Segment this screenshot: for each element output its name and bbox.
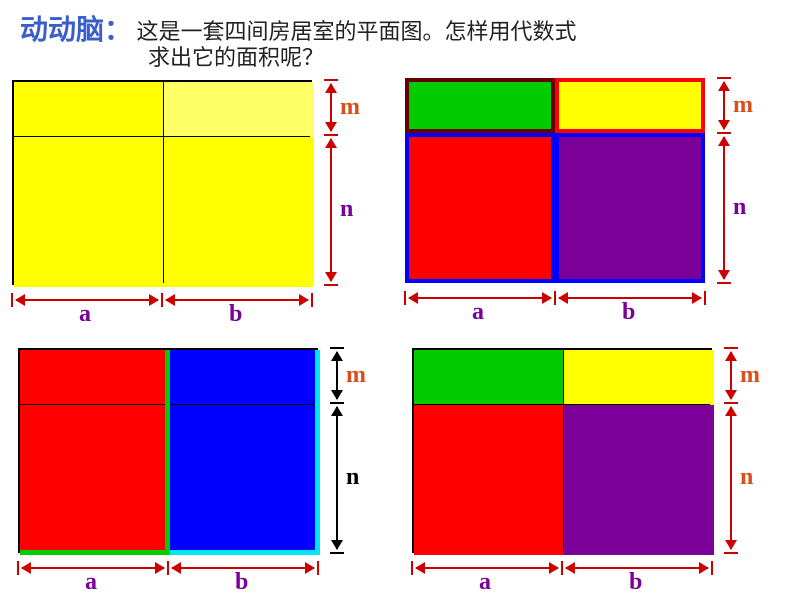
dimension-tick: [161, 293, 163, 307]
panel-top-left: a b m n: [12, 80, 382, 325]
dimension-tick: [717, 77, 731, 79]
label-m: m: [733, 92, 753, 119]
cell-1: [164, 82, 314, 137]
panel-top-right: a b m n: [405, 78, 775, 323]
label-n: n: [733, 194, 746, 221]
title-body-2: 求出它的面积呢？: [148, 40, 324, 72]
label-a: a: [479, 569, 491, 596]
dimension-tick: [317, 561, 319, 575]
room-grid: [12, 80, 312, 285]
panel-bottom-left: a b m n: [18, 348, 388, 593]
dimension-tick: [411, 561, 413, 575]
room-grid: [405, 78, 705, 283]
room-grid: [18, 348, 318, 553]
label-b: b: [235, 569, 248, 596]
label-a: a: [472, 299, 484, 326]
dimension-tick: [554, 291, 556, 305]
dimension-tick: [404, 291, 406, 305]
dimension-arrow-v: [723, 137, 725, 279]
dimension-tick: [167, 561, 169, 575]
dimension-arrow-v: [336, 352, 338, 399]
dimension-tick: [711, 561, 713, 575]
dimension-tick: [330, 347, 344, 349]
label-m: m: [740, 362, 760, 389]
dimension-tick: [724, 552, 738, 554]
dimension-arrow-v: [730, 407, 732, 549]
label-b: b: [229, 301, 242, 328]
cell-3: [564, 405, 714, 555]
dimension-arrow-v: [336, 407, 338, 549]
dimension-tick: [724, 347, 738, 349]
dimension-arrow-v: [723, 82, 725, 129]
dimension-tick: [330, 402, 344, 404]
cell-2: [414, 405, 564, 555]
label-n: n: [340, 196, 353, 223]
dimension-arrow-v: [730, 352, 732, 399]
label-n: n: [346, 464, 359, 491]
label-m: m: [346, 362, 366, 389]
dimension-tick: [17, 561, 19, 575]
dimension-tick: [324, 79, 338, 81]
cell-2: [14, 137, 164, 287]
label-b: b: [622, 299, 635, 326]
label-m: m: [340, 94, 360, 121]
dimension-tick: [11, 293, 13, 307]
cell-1: [564, 350, 714, 405]
cell-0: [14, 82, 164, 137]
room-grid: [412, 348, 712, 553]
title-lead: 动动脑: [20, 14, 104, 45]
panel-bottom-right: a b m n: [412, 348, 782, 593]
label-n: n: [740, 464, 753, 491]
dimension-arrow-v: [330, 84, 332, 131]
dimension-tick: [330, 552, 344, 554]
title: 动动脑： 这是一套四间房居室的平面图。怎样用代数式: [20, 8, 774, 48]
dimension-tick: [724, 402, 738, 404]
dimension-tick: [324, 284, 338, 286]
cell-0: [414, 350, 564, 405]
dimension-tick: [717, 132, 731, 134]
dimension-tick: [717, 282, 731, 284]
label-a: a: [79, 301, 91, 328]
dimension-tick: [324, 134, 338, 136]
cell-3: [164, 137, 314, 287]
dimension-tick: [561, 561, 563, 575]
dimension-tick: [704, 291, 706, 305]
dimension-arrow-v: [330, 139, 332, 281]
dimension-tick: [311, 293, 313, 307]
label-a: a: [85, 569, 97, 596]
title-colon: ：: [104, 14, 132, 45]
label-b: b: [629, 569, 642, 596]
